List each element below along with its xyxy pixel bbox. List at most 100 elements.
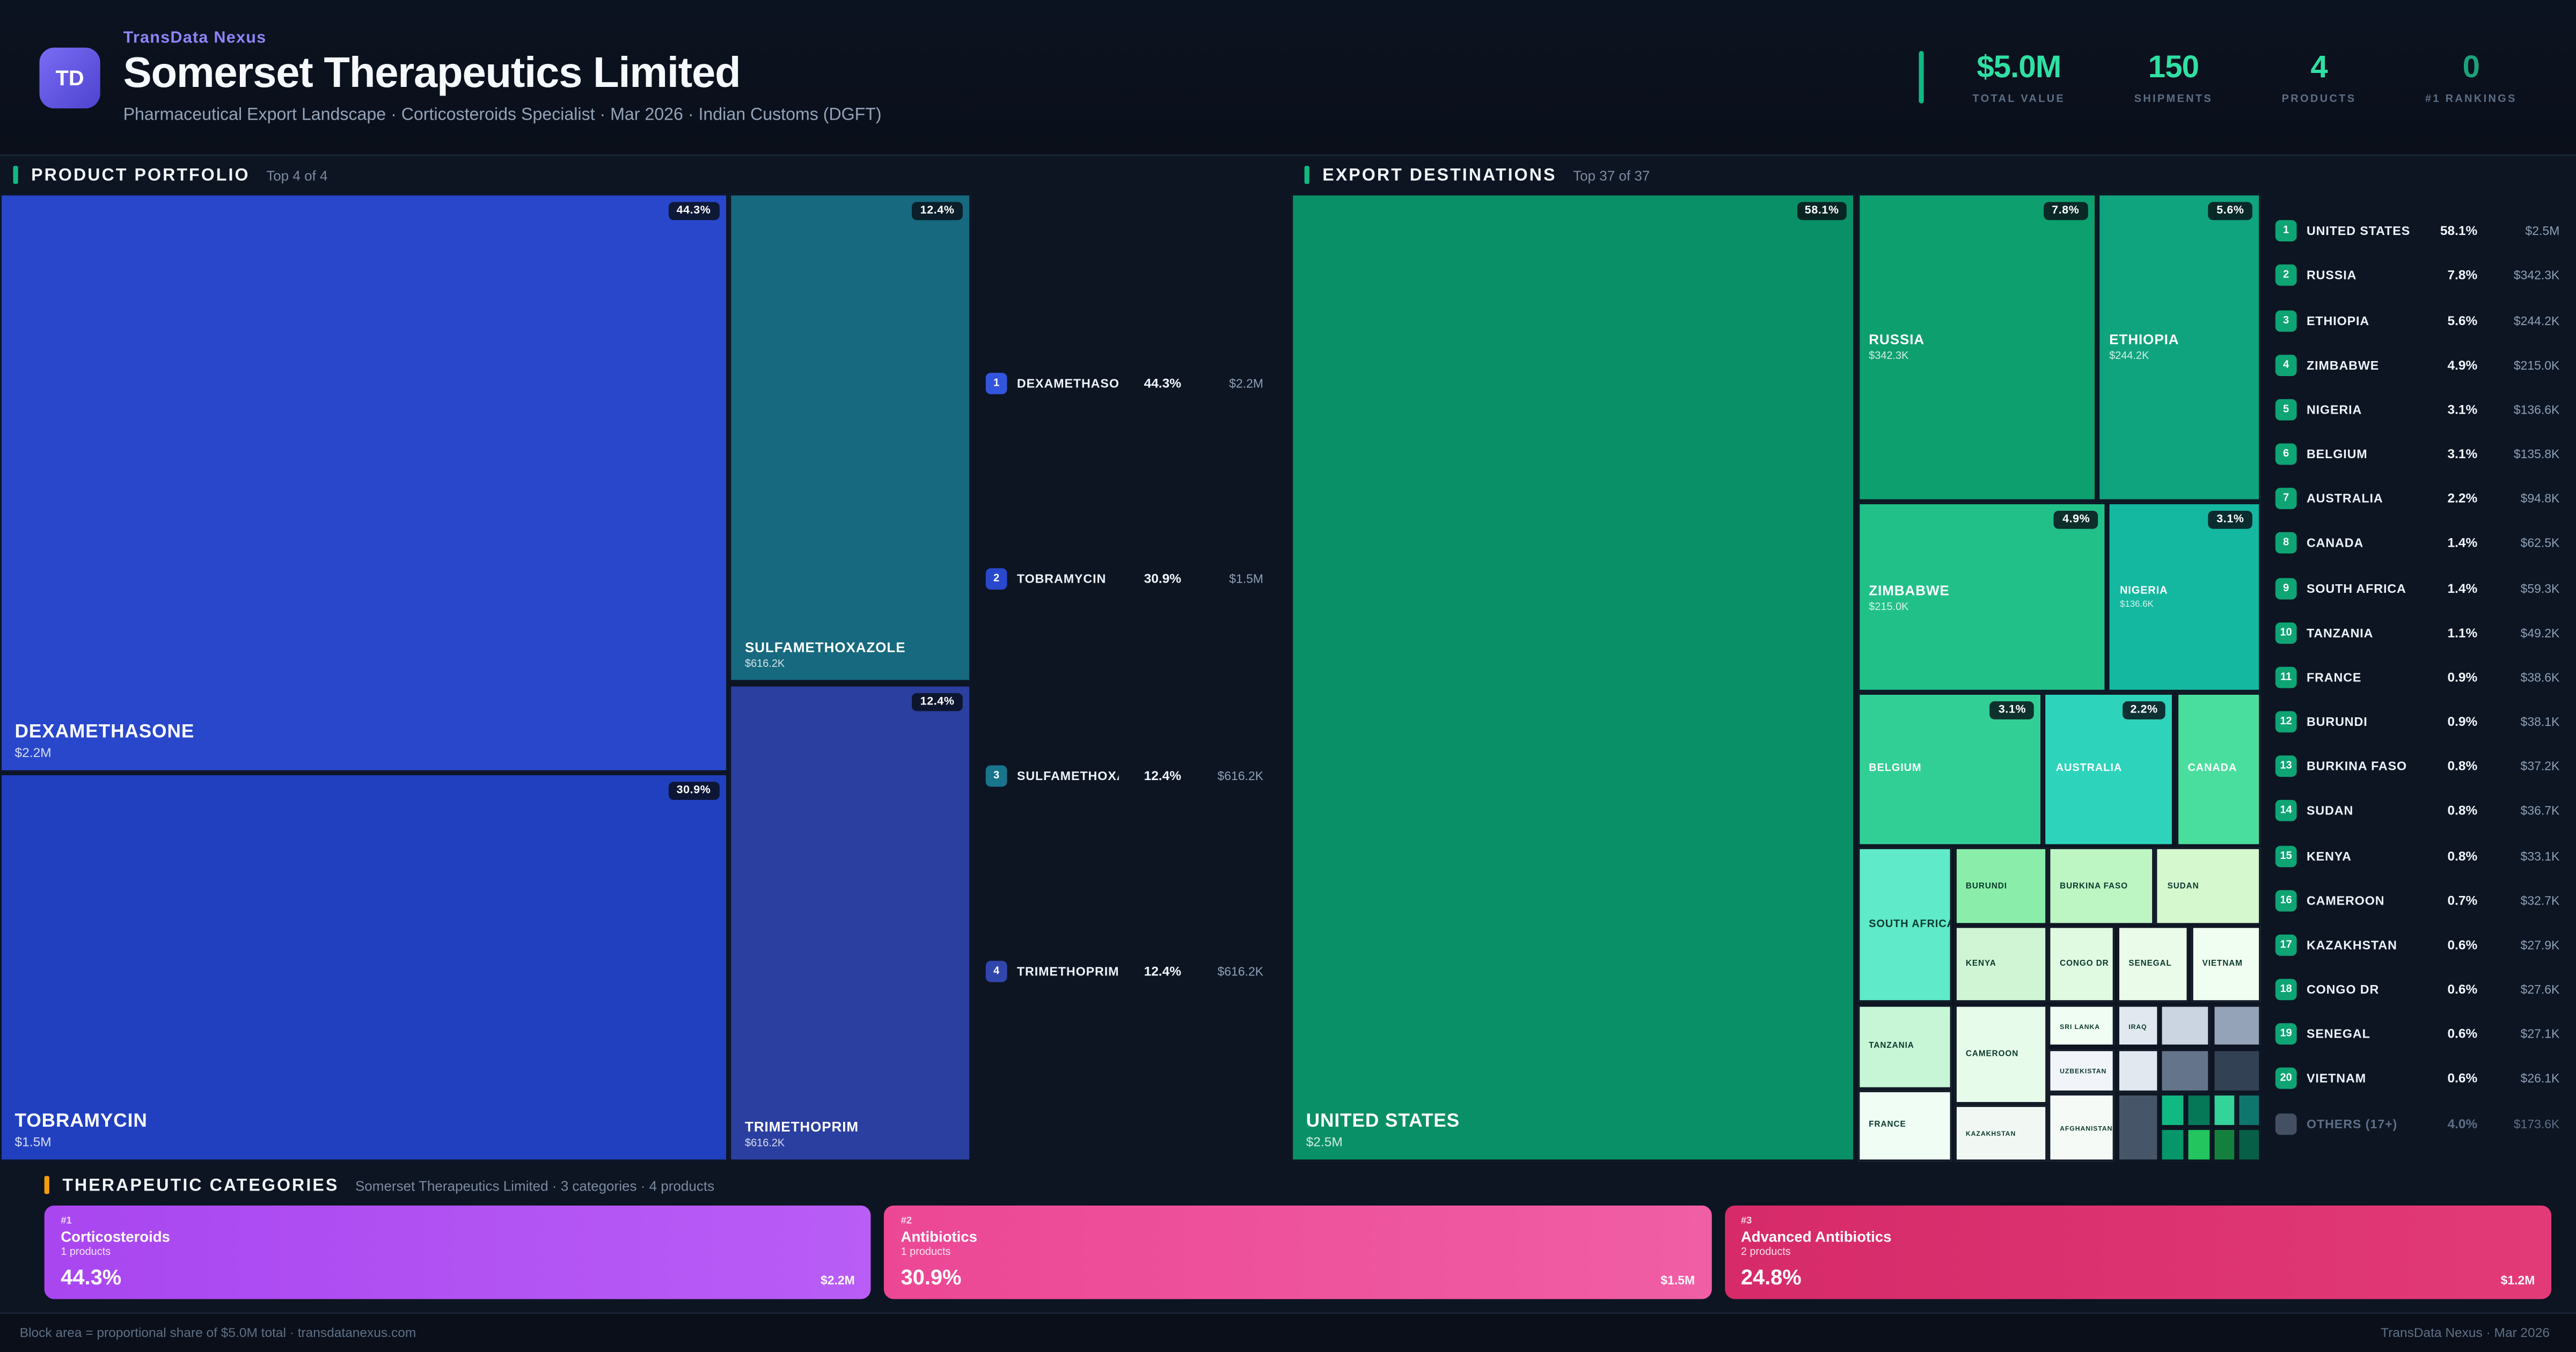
treemap-block-small[interactable] — [2238, 1128, 2261, 1162]
page-subtitle: Pharmaceutical Export Landscape · Cortic… — [123, 104, 882, 124]
block-name: ZIMBABWE — [1869, 581, 1950, 598]
destinations-title: EXPORT DESTINATIONS — [1322, 165, 1557, 185]
treemap-block-nigeria[interactable]: 3.1% NIGERIA $136.6K — [2108, 503, 2261, 691]
treemap-block-senegal[interactable]: SENEGAL — [2117, 927, 2189, 1003]
rank-percent: 0.7% — [2447, 893, 2478, 908]
rank-value: $136.6K — [2513, 402, 2560, 417]
block-name: UZBEKISTAN — [2060, 1067, 2107, 1075]
rank-row-canada: 8 CANADA 1.4% $62.5K — [2275, 532, 2559, 554]
category-product-count: 1 products — [901, 1246, 951, 1258]
rank-name: KENYA — [2306, 848, 2352, 863]
treemap-block-small[interactable] — [2161, 1094, 2185, 1127]
category-percent: 30.9% — [901, 1265, 962, 1290]
rank-value: $94.8K — [2520, 491, 2560, 506]
portfolio-panel-header: PRODUCT PORTFOLIO Top 4 of 4 — [0, 156, 1280, 194]
block-value: $616.2K — [745, 658, 785, 670]
treemap-block-small[interactable] — [2213, 1094, 2237, 1127]
treemap-block-congo-dr[interactable]: CONGO DR — [2048, 927, 2116, 1003]
treemap-block-trimethoprim[interactable]: 12.4% TRIMETHOPRIM $616.2K — [730, 684, 971, 1162]
treemap-block-united-states[interactable]: 58.1% UNITED STATES $2.5M — [1291, 194, 1856, 1162]
treemap-block-sudan[interactable]: SUDAN — [2156, 848, 2261, 925]
treemap-block-small[interactable] — [2161, 1049, 2211, 1093]
block-name: SUDAN — [2167, 881, 2199, 892]
treemap-block-ethiopia[interactable]: 5.6% ETHIOPIA $244.2K — [2097, 194, 2261, 501]
treemap-block-kenya[interactable]: KENYA — [1954, 927, 2047, 1003]
rank-percent: 0.9% — [2447, 714, 2478, 730]
treemap-block-sulfamethoxazole[interactable]: 12.4% SULFAMETHOXAZOLE $616.2K — [730, 194, 971, 681]
header-stats: $5.0M TOTAL VALUE 150 SHIPMENTS 4 PRODUCTS 0 #1… — [1918, 50, 2537, 105]
block-percent-badge: 30.9% — [668, 782, 719, 801]
treemap-block-zimbabwe[interactable]: 4.9% ZIMBABWE $215.0K — [1857, 503, 2107, 691]
rank-name: VIETNAM — [2306, 1071, 2367, 1086]
category-bar-advanced-antibiotics: #3 Advanced Antibiotics 2 products 24.8% $1.… — [1724, 1205, 2552, 1299]
categories-panel-header: THERAPEUTIC CATEGORIES Somerset Therapeu… — [0, 1171, 2576, 1199]
block-percent-badge: 2.2% — [2122, 701, 2167, 719]
rank-name: SULFAMETHOXAZOLE — [1016, 768, 1119, 783]
rank-value: $1.5M — [1229, 571, 1264, 587]
rank-row-sulfamethoxazole: 3 SULFAMETHOXAZOLE 12.4% $616.2K — [985, 765, 1263, 787]
treemap-block-sri-lanka[interactable]: SRI LANKA — [2048, 1004, 2116, 1047]
block-percent-badge: 12.4% — [912, 692, 963, 711]
category-bars: #1 Corticosteroids 1 products 44.3% $2.2M #2 A… — [44, 1205, 2552, 1299]
stat-total-value: $5.0M TOTAL VALUE — [1973, 50, 2066, 104]
rank-value: $59.3K — [2520, 581, 2560, 596]
treemap-block-belgium[interactable]: 3.1% BELGIUM — [1857, 693, 2043, 846]
block-label: ETHIOPIA $244.2K — [2109, 332, 2179, 363]
treemap-block-france[interactable]: FRANCE — [1857, 1090, 1952, 1162]
treemap-block-uzbekistan[interactable]: UZBEKISTAN — [2048, 1049, 2116, 1093]
treemap-block-russia[interactable]: 7.8% RUSSIA $342.3K — [1857, 194, 2096, 501]
block-value: $342.3K — [1869, 351, 1909, 363]
treemap-block-burundi[interactable]: BURUNDI — [1954, 848, 2047, 925]
rank-name: UNITED STATES — [2306, 223, 2411, 239]
category-product-count: 2 products — [1740, 1246, 1791, 1258]
treemap-block-kazakhstan[interactable]: KAZAKHSTAN — [1954, 1105, 2047, 1162]
rank-badge: 12 — [2275, 711, 2297, 733]
treemap-block-australia[interactable]: 2.2% AUSTRALIA — [2044, 693, 2175, 846]
treemap-block-small[interactable] — [2117, 1094, 2159, 1162]
treemap-block-canada[interactable]: CANADA — [2176, 693, 2261, 846]
treemap-block-dexamethasone[interactable]: 44.3% DEXAMETHASONE $2.2M — [0, 194, 728, 771]
destinations-rank-list: 1 UNITED STATES 58.1% $2.5M 2 RUSSIA 7.8% $342.… — [2260, 194, 2576, 1161]
block-label: FRANCE — [1869, 1121, 1906, 1130]
treemap-block-burkina-faso[interactable]: BURKINA FASO — [2048, 848, 2154, 925]
block-value: $1.5M — [14, 1135, 52, 1150]
treemap-block-small[interactable] — [2117, 1049, 2159, 1093]
rank-value: $244.2K — [2513, 313, 2560, 328]
rank-badge: 6 — [2275, 443, 2297, 465]
treemap-block-cameroon[interactable]: CAMEROON — [1954, 1004, 2047, 1104]
block-value: $136.6K — [2120, 599, 2154, 610]
treemap-block-small[interactable] — [2161, 1004, 2211, 1047]
block-name: UNITED STATES — [1306, 1112, 1460, 1132]
rank-value: $135.8K — [2513, 446, 2560, 462]
treemap-block-south-africa[interactable]: SOUTH AFRICA — [1857, 848, 1952, 1003]
rank-row-dexamethasone: 1 DEXAMETHASONE 44.3% $2.2M — [985, 372, 1263, 394]
destinations-treemap: 58.1% UNITED STATES $2.5M 7.8% RUSSIA $342.3K… — [1291, 194, 2261, 1162]
rank-name: OTHERS (17+) — [2306, 1116, 2398, 1131]
main-content: PRODUCT PORTFOLIO Top 4 of 4 44.3% DEXAME… — [0, 156, 2576, 1162]
category-rank: #1 — [61, 1217, 72, 1227]
treemap-block-small[interactable] — [2212, 1004, 2261, 1047]
block-name: CONGO DR — [2060, 960, 2109, 970]
treemap-block-vietnam[interactable]: VIETNAM — [2191, 927, 2261, 1003]
rank-percent: 1.4% — [2447, 536, 2478, 551]
treemap-block-small[interactable] — [2213, 1128, 2237, 1162]
rank-badge: 18 — [2275, 979, 2297, 1001]
treemap-block-small[interactable] — [2212, 1049, 2261, 1093]
treemap-block-small[interactable] — [2238, 1094, 2261, 1127]
rank-row-belgium: 6 BELGIUM 3.1% $135.8K — [2275, 443, 2560, 465]
treemap-block-afghanistan[interactable]: AFGHANISTAN — [2048, 1094, 2116, 1162]
treemap-block-small[interactable] — [2186, 1128, 2212, 1162]
rank-row-kazakhstan: 17 KAZAKHSTAN 0.6% $27.9K — [2275, 934, 2559, 956]
block-percent-badge: 5.6% — [2208, 202, 2252, 221]
treemap-block-tanzania[interactable]: TANZANIA — [1857, 1004, 1952, 1089]
treemap-block-small[interactable] — [2186, 1094, 2212, 1127]
treemap-block-tobramycin[interactable]: 30.9% TOBRAMYCIN $1.5M — [0, 774, 728, 1162]
rank-row-south-africa: 9 SOUTH AFRICA 1.4% $59.3K — [2275, 577, 2560, 599]
block-label: SUDAN — [2168, 881, 2199, 891]
block-percent-badge: 3.1% — [1990, 701, 2035, 719]
treemap-block-small[interactable] — [2161, 1128, 2185, 1162]
rank-name: NIGERIA — [2306, 402, 2362, 417]
treemap-block-iraq[interactable]: IRAQ — [2117, 1004, 2159, 1047]
stat-label: SHIPMENTS — [2134, 92, 2213, 105]
block-label: TOBRAMYCIN $1.5M — [15, 1112, 148, 1149]
